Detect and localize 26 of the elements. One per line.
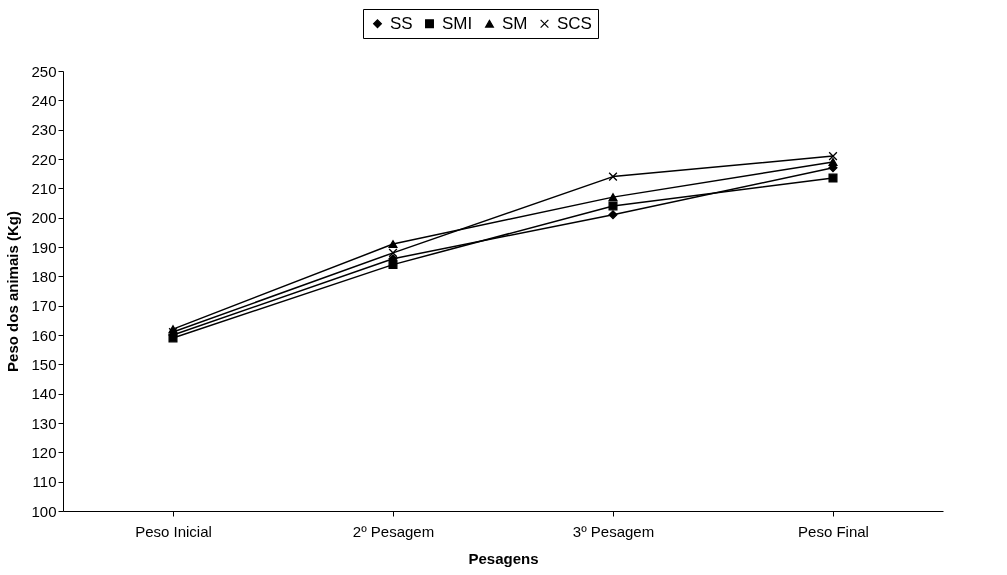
y-tick-label: 200	[31, 209, 57, 227]
y-tick-label: 140	[31, 385, 57, 403]
y-tick-label: 230	[31, 121, 57, 139]
y-tick-label: 250	[31, 62, 57, 80]
y-tick-label: 110	[32, 473, 57, 491]
y-tick-label: 160	[31, 326, 57, 344]
y-tick-label: 190	[31, 238, 57, 256]
legend-label: SS	[390, 13, 413, 33]
y-tick-label: 210	[31, 179, 57, 197]
y-tick-label: 100	[31, 502, 57, 520]
legend-label: SMI	[442, 13, 473, 33]
y-tick-label: 220	[31, 150, 57, 168]
x-tick-label: Peso Inicial	[135, 522, 212, 540]
legend-label: SM	[502, 13, 528, 33]
y-tick-label: 150	[31, 355, 57, 373]
x-tick-label: 3º Pesagem	[572, 522, 655, 540]
y-tick-label: 170	[31, 297, 57, 315]
x-tick-label: 2º Pesagem	[352, 522, 435, 540]
y-tick-label: 120	[31, 443, 57, 461]
y-tick-label: 240	[31, 91, 57, 109]
y-tick-label: 180	[31, 267, 57, 285]
y-tick-label: 130	[31, 414, 57, 432]
x-tick-label: Peso Final	[798, 522, 869, 540]
x-axis-title: Pesagens	[468, 549, 539, 567]
y-axis-title: Peso dos animais (Kg)	[4, 211, 22, 372]
legend-label: SCS	[557, 13, 592, 33]
